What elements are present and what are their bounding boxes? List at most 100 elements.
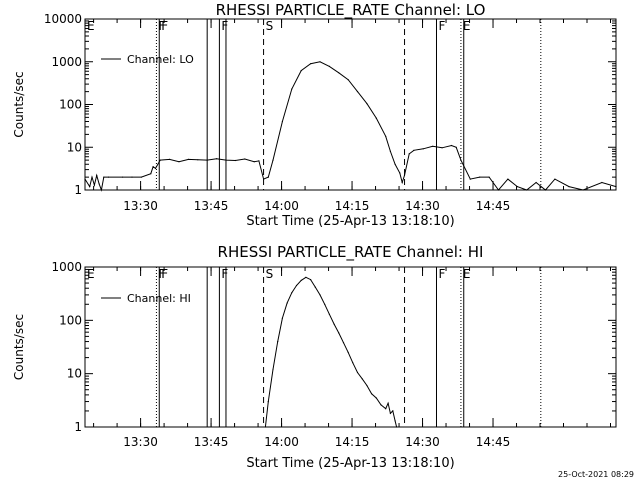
- event-marker-label: E: [463, 267, 471, 281]
- data-point: [216, 158, 218, 160]
- data-point: [394, 163, 396, 165]
- data-point: [152, 166, 154, 168]
- data-point: [361, 378, 363, 380]
- data-point: [286, 302, 288, 304]
- data-point: [396, 426, 398, 428]
- x-tick-label: 14:45: [476, 199, 511, 213]
- x-tick-label: 14:00: [264, 435, 299, 449]
- data-point: [300, 279, 302, 281]
- data-point: [432, 145, 434, 147]
- data-point: [568, 186, 570, 188]
- data-point: [601, 181, 603, 184]
- data-point: [150, 173, 152, 175]
- y-tick-label: 1000: [51, 260, 82, 274]
- event-marker-label: F: [161, 19, 168, 33]
- data-point: [380, 404, 382, 406]
- data-point: [356, 91, 359, 93]
- data-point: [264, 426, 266, 428]
- data-point: [333, 323, 335, 325]
- data-point: [366, 384, 368, 387]
- data-point: [375, 117, 377, 119]
- event-marker-label: E: [87, 267, 95, 281]
- legend: Channel: LO: [101, 53, 194, 66]
- data-point: [253, 161, 255, 163]
- data-point: [408, 153, 410, 155]
- data-point: [385, 408, 387, 410]
- y-tick-label: 10: [67, 367, 82, 381]
- legend-label: Channel: HI: [127, 292, 191, 305]
- data-point: [107, 176, 110, 178]
- data-point: [244, 158, 246, 160]
- data-point: [263, 178, 265, 180]
- event-marker-label: S: [266, 19, 274, 33]
- event-marker-label: E: [463, 19, 471, 33]
- data-point: [328, 313, 330, 315]
- event-marker-label: F: [438, 19, 445, 33]
- y-tick-label: 1000: [51, 55, 82, 69]
- data-point: [140, 176, 142, 178]
- data-point: [281, 317, 283, 319]
- data-point: [347, 79, 349, 81]
- data-point: [497, 189, 500, 191]
- x-tick-label: 13:45: [194, 435, 229, 449]
- y-tick-label: 10000: [44, 12, 82, 26]
- data-point: [479, 176, 481, 178]
- series-line: [264, 276, 398, 428]
- data-point: [98, 183, 100, 185]
- data-point: [488, 176, 490, 178]
- data-point: [324, 303, 326, 305]
- data-point: [352, 362, 354, 364]
- data-point: [310, 279, 312, 281]
- x-tick-label: 14:30: [405, 199, 440, 213]
- event-marker-label: E: [87, 19, 95, 33]
- plot-timestamp: 25-Oct-2021 08:29: [558, 467, 634, 480]
- x-tick-label: 14:45: [476, 435, 511, 449]
- data-point: [371, 393, 373, 395]
- y-axis-label: Counts/sec: [12, 314, 26, 380]
- data-point: [159, 159, 161, 161]
- data-point: [267, 401, 269, 403]
- event-marker-label: F: [158, 267, 165, 281]
- data-point: [319, 294, 321, 296]
- x-tick-label: 14:00: [264, 199, 299, 213]
- data-point: [422, 148, 424, 150]
- x-tick-label: 14:15: [335, 435, 370, 449]
- plot-frame: [84, 18, 617, 191]
- y-tick-label: 1: [74, 420, 82, 434]
- event-marker-label: S: [266, 267, 274, 281]
- data-point: [389, 412, 391, 414]
- event-marker-label: F: [221, 19, 228, 33]
- data-point: [441, 147, 443, 149]
- data-point: [100, 189, 102, 191]
- data-point: [544, 189, 547, 191]
- data-point: [450, 144, 453, 147]
- data-point: [225, 159, 227, 161]
- data-point: [122, 176, 124, 178]
- data-point: [526, 189, 528, 191]
- data-point: [319, 61, 321, 63]
- data-point: [338, 72, 340, 74]
- data-point: [272, 368, 274, 370]
- data-point: [356, 371, 359, 374]
- data-point: [197, 159, 199, 161]
- data-point: [277, 341, 279, 343]
- data-point: [281, 120, 283, 123]
- data-point: [615, 186, 617, 188]
- x-tick-label: 14:15: [335, 199, 370, 213]
- y-axis-label: Counts/sec: [12, 71, 26, 137]
- data-point: [392, 410, 394, 412]
- data-point: [291, 88, 293, 90]
- data-point: [403, 174, 406, 176]
- data-point: [554, 178, 556, 180]
- data-point: [154, 167, 157, 169]
- data-point: [582, 189, 584, 191]
- data-point: [342, 342, 345, 344]
- data-point: [314, 286, 316, 288]
- data-point: [328, 65, 330, 67]
- data-point: [460, 159, 462, 161]
- y-tick-label: 10: [67, 140, 82, 154]
- data-point: [91, 176, 93, 178]
- event-marker-label: F: [161, 267, 168, 281]
- data-point: [169, 158, 171, 160]
